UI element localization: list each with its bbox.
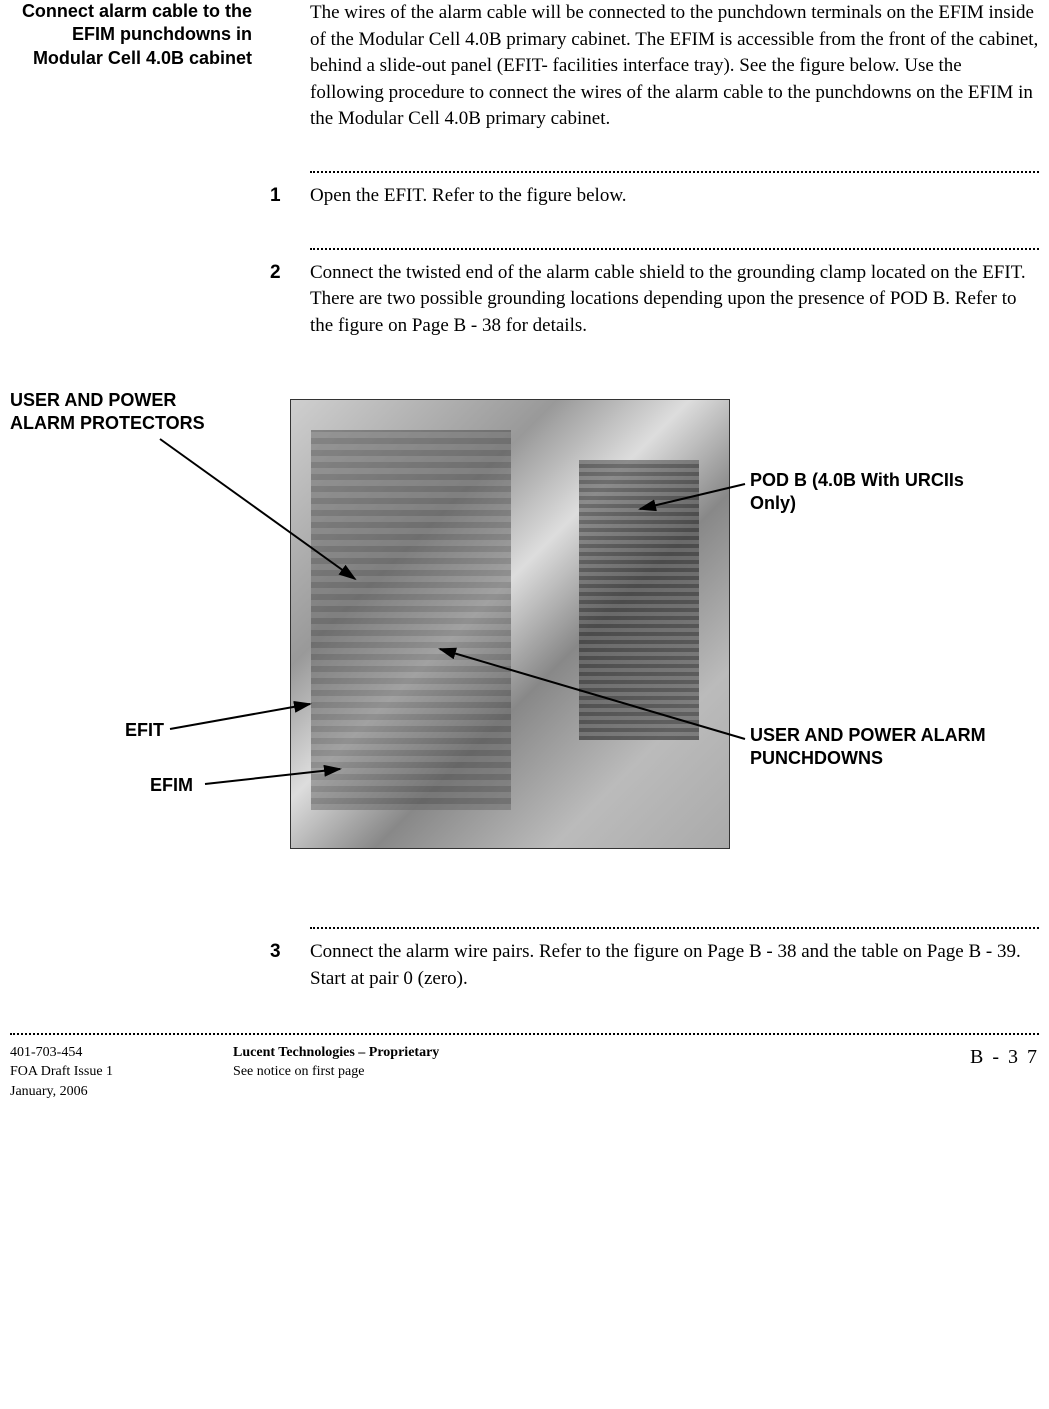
intro-paragraph: The wires of the alarm cable will be con… (310, 0, 1039, 133)
callout-punchdowns: USER AND POWER ALARM PUNCHDOWNS (750, 724, 1010, 769)
page-footer: 401-703-454 FOA Draft Issue 1 January, 2… (10, 1043, 1039, 1102)
footer-separator (10, 1033, 1039, 1035)
step-text: Connect the twisted end of the alarm cab… (310, 260, 1039, 340)
footer-date: January, 2006 (10, 1082, 113, 1102)
step-text: Open the EFIT. Refer to the figure below… (310, 183, 1039, 210)
footer-issue: FOA Draft Issue 1 (10, 1062, 113, 1082)
figure: USER AND POWER ALARM PROTECTORS POD B (4… (10, 369, 1039, 889)
footer-owner: Lucent Technologies – Proprietary (233, 1043, 970, 1063)
equipment-photo (290, 399, 730, 849)
step-number: 1 (270, 183, 310, 210)
callout-podb: POD B (4.0B With URCIIs Only) (750, 469, 1010, 514)
callout-efim: EFIM (150, 774, 193, 797)
callout-protectors: USER AND POWER ALARM PROTECTORS (10, 389, 210, 434)
step-separator (310, 927, 1039, 929)
footer-page: B - 3 7 (970, 1043, 1039, 1102)
step-number: 2 (270, 260, 310, 340)
footer-docnum: 401-703-454 (10, 1043, 113, 1063)
step-text: Connect the alarm wire pairs. Refer to t… (310, 939, 1039, 992)
section-heading: Connect alarm cable to the EFIM punchdow… (10, 0, 270, 133)
step-separator (310, 171, 1039, 173)
footer-notice: See notice on first page (233, 1062, 970, 1082)
step-separator (310, 248, 1039, 250)
step-number: 3 (270, 939, 310, 992)
callout-efit: EFIT (125, 719, 164, 742)
